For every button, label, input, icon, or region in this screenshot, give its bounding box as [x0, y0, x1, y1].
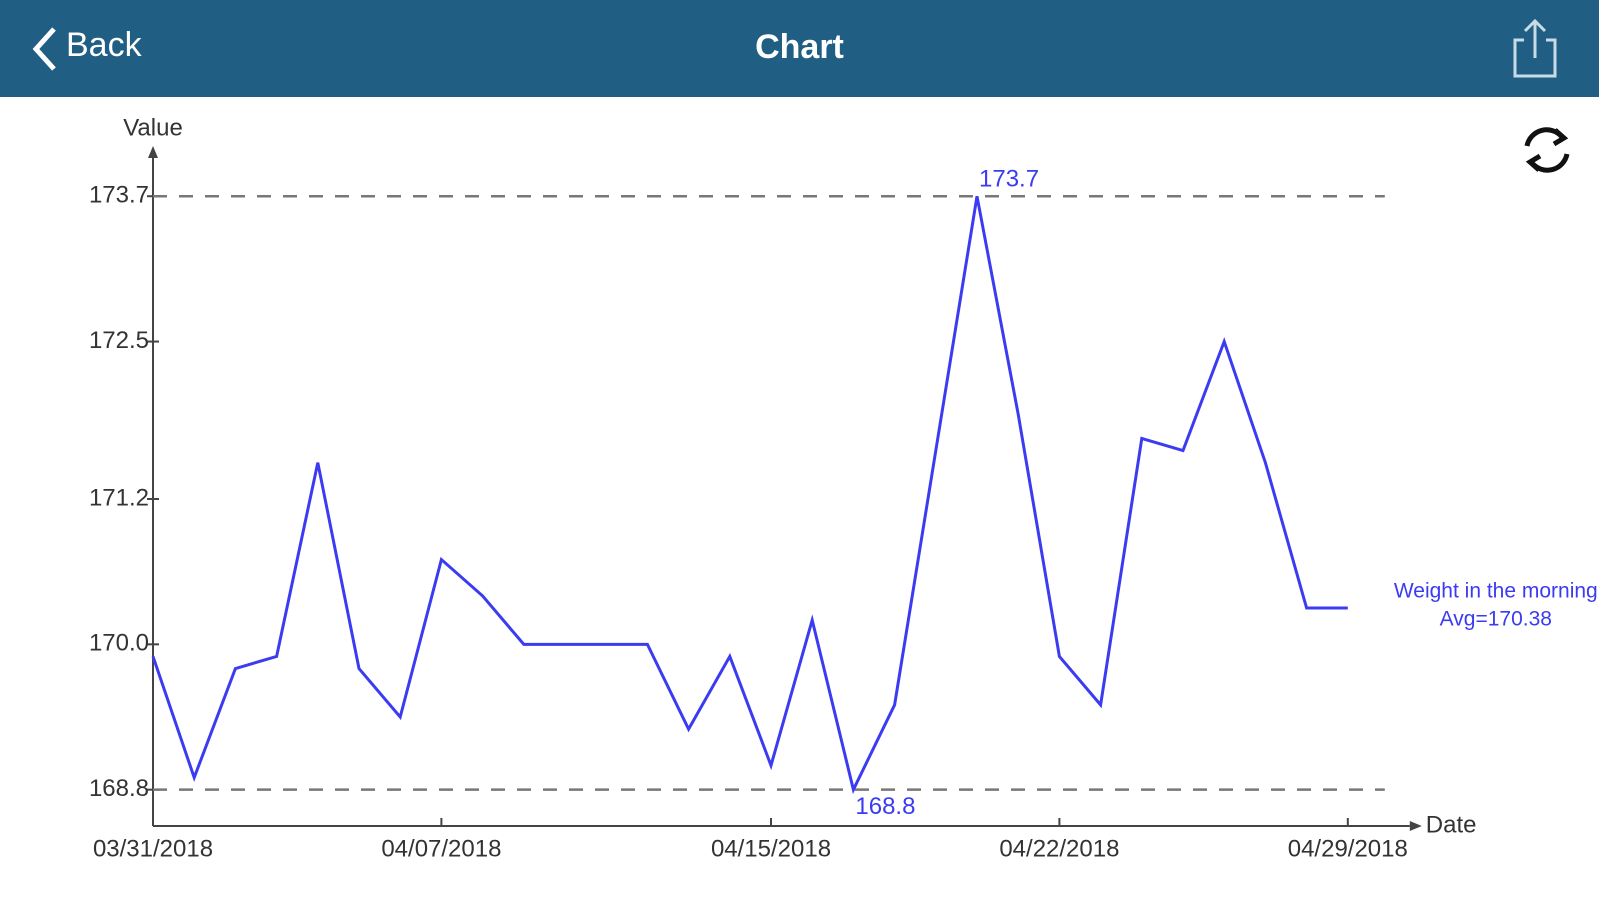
share-button[interactable]: [1510, 18, 1560, 78]
y-tick-label: 172.5: [89, 327, 149, 354]
max-label: 173.7: [979, 166, 1039, 193]
y-tick-label: 170.0: [89, 630, 149, 657]
y-axis-arrow: [148, 146, 158, 158]
back-chevron[interactable]: [30, 26, 60, 72]
y-tick-label: 173.7: [89, 182, 149, 209]
y-tick-label: 171.2: [89, 484, 149, 511]
chart: Value Date 168.8 170.0 171.2 172.5 173.7 03/31/…: [89, 114, 1598, 862]
x-tick-label: 03/31/2018: [93, 835, 213, 862]
back-button[interactable]: Back: [66, 26, 142, 64]
x-tick-label: 04/22/2018: [999, 835, 1119, 862]
line: [151, 195, 1348, 795]
y-tick-label: 168.8: [89, 775, 149, 802]
nav-title: Chart: [755, 28, 844, 66]
average-label: Avg=170.38: [1440, 608, 1552, 631]
refresh-button[interactable]: [1524, 127, 1570, 173]
x-axis-arrow: [1409, 821, 1422, 831]
min-label: 168.8: [855, 793, 915, 820]
x-tick-label: 04/07/2018: [381, 835, 501, 862]
x-tick-label: 04/15/2018: [711, 835, 831, 862]
x-tick-label: 04/29/2018: [1288, 835, 1408, 862]
nav-bar: Back Chart: [0, 0, 1599, 97]
x-axis-label: Date: [1426, 811, 1477, 838]
series-name: Weight in the morning: [1394, 580, 1598, 603]
y-axis-label: Value: [123, 114, 183, 141]
